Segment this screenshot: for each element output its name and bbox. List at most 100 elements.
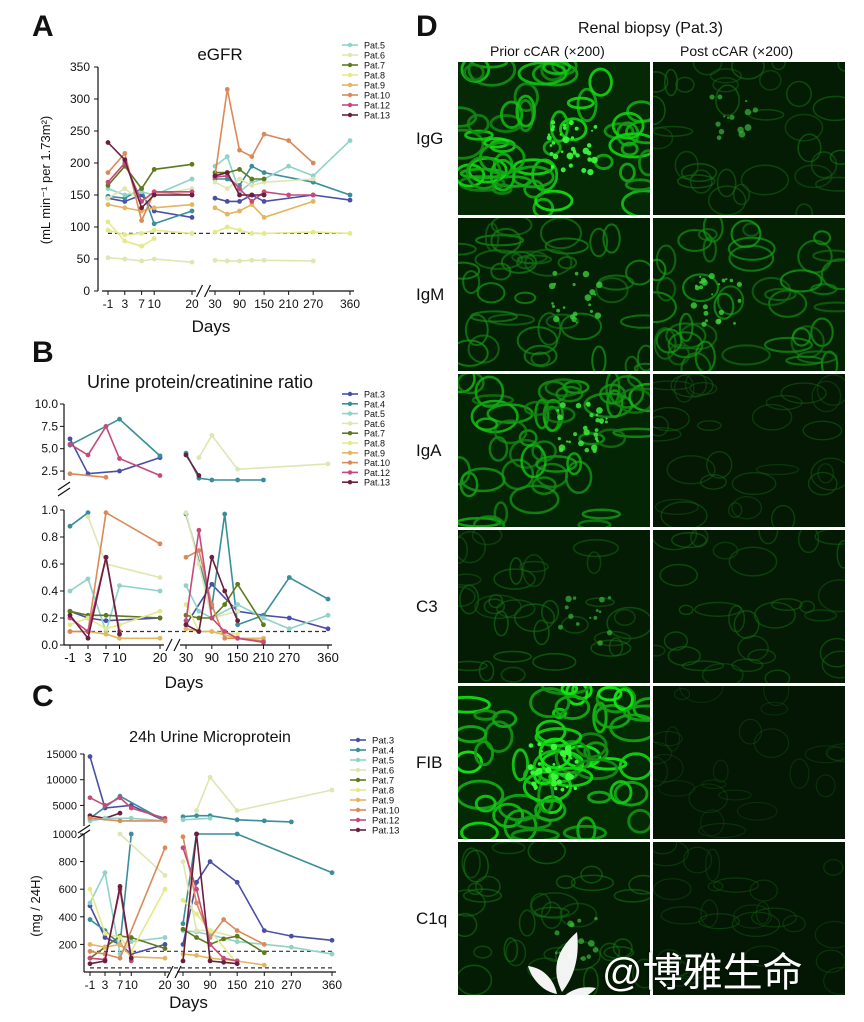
row-label-c1q: C1q — [416, 908, 448, 928]
data-point — [87, 815, 93, 821]
y-tick-label: 0.2 — [41, 611, 58, 625]
glomerulus-speckle — [558, 765, 561, 769]
glomerulus-speckle — [582, 425, 588, 431]
glomerulus-speckle — [554, 930, 560, 936]
tubule-outline — [656, 949, 682, 971]
tubule-outline — [653, 406, 690, 432]
tubule-outline — [562, 824, 608, 839]
data-point — [180, 817, 186, 823]
glomerulus-speckle — [578, 440, 584, 447]
glomerulus-speckle — [586, 402, 591, 407]
data-point — [102, 870, 108, 876]
glomerulus-speckle — [551, 780, 558, 787]
axis-break-mark — [174, 965, 182, 979]
tubule-outline — [488, 436, 509, 462]
glomerulus-speckle — [694, 285, 700, 291]
data-point — [194, 953, 199, 958]
micrograph-background — [458, 530, 650, 683]
x-tick-label: 150 — [254, 297, 274, 311]
data-point — [67, 436, 73, 442]
tubule-outline — [488, 313, 536, 326]
data-point — [122, 256, 128, 262]
glomerulus-speckle — [559, 750, 567, 757]
tubule-outline — [595, 277, 629, 304]
micrograph-c3-prior — [458, 530, 650, 683]
tubule-outline — [500, 666, 526, 683]
legend-label: Pat.7 — [364, 429, 385, 439]
glomerulus-speckle — [575, 622, 580, 626]
legend-marker — [347, 102, 353, 108]
panel-letter-d: D — [416, 10, 438, 43]
data-point — [209, 554, 215, 560]
tubule-outline — [653, 753, 684, 783]
tubule-outline — [815, 774, 836, 798]
legend-label: Pat.10 — [364, 91, 390, 101]
data-point — [67, 622, 73, 628]
tubule-outline — [613, 608, 636, 627]
tubule-outline — [474, 740, 495, 767]
legend-label: Pat.5 — [364, 41, 385, 51]
data-point — [162, 935, 168, 940]
data-point — [196, 527, 202, 533]
glomerulus-speckle — [736, 281, 742, 288]
glomerulus-speckle — [577, 918, 582, 923]
data-point — [151, 192, 157, 198]
tubule-outline — [702, 218, 724, 243]
tubule-outline — [653, 291, 677, 324]
data-point — [237, 199, 242, 204]
tubule-outline — [709, 68, 743, 84]
data-point — [117, 810, 123, 816]
data-point — [183, 602, 189, 607]
micrograph-c1q-post — [653, 842, 845, 995]
tubule-outline — [460, 821, 499, 839]
data-point — [329, 951, 335, 957]
tubule-outline — [570, 874, 615, 892]
glomerulus-speckle — [744, 124, 752, 131]
glomerulus-speckle — [708, 273, 715, 280]
data-point — [122, 205, 128, 211]
tubule-outline — [522, 554, 546, 588]
series-line — [119, 833, 238, 939]
tubule-outline — [799, 600, 815, 614]
data-point — [196, 561, 202, 567]
data-point — [209, 432, 215, 438]
glomerulus-speckle — [568, 440, 571, 444]
tubule-outline — [515, 94, 536, 128]
data-point — [85, 510, 91, 516]
data-point — [183, 583, 189, 588]
legend-marker — [347, 112, 353, 118]
tubule-outline — [733, 610, 760, 639]
tubule-outline — [462, 888, 503, 903]
data-point — [224, 170, 230, 176]
tubule-outline — [779, 269, 823, 293]
data-point — [105, 170, 111, 176]
panel-letter-a: A — [32, 10, 54, 43]
x-tick-label: 150 — [227, 978, 247, 992]
tubule-outline — [712, 76, 739, 93]
data-point — [212, 257, 218, 263]
data-point — [157, 453, 163, 459]
y-tick-label: 10000 — [46, 775, 77, 787]
data-point — [103, 631, 109, 637]
tubule-outline — [459, 584, 480, 615]
tubule-outline — [753, 601, 796, 629]
legend-label: Pat.5 — [372, 756, 394, 767]
data-point — [103, 626, 109, 632]
legend-marker — [355, 807, 361, 813]
glomerulus-speckle — [580, 956, 586, 961]
tubule-outline — [557, 255, 578, 270]
tubule-outline — [532, 652, 577, 671]
glomerulus-speckle — [575, 321, 578, 324]
tubule-outline — [483, 598, 506, 615]
legend-marker — [347, 411, 353, 416]
data-point — [237, 192, 242, 198]
data-point — [87, 754, 93, 759]
data-point — [207, 928, 213, 933]
data-point — [196, 615, 202, 621]
tubule-outline — [653, 842, 689, 867]
tubule-outline — [707, 881, 724, 892]
glomerulus-speckle — [566, 772, 571, 777]
glomerulus-speckle — [575, 402, 582, 409]
data-point — [122, 232, 128, 238]
tubule-outline — [559, 117, 588, 142]
